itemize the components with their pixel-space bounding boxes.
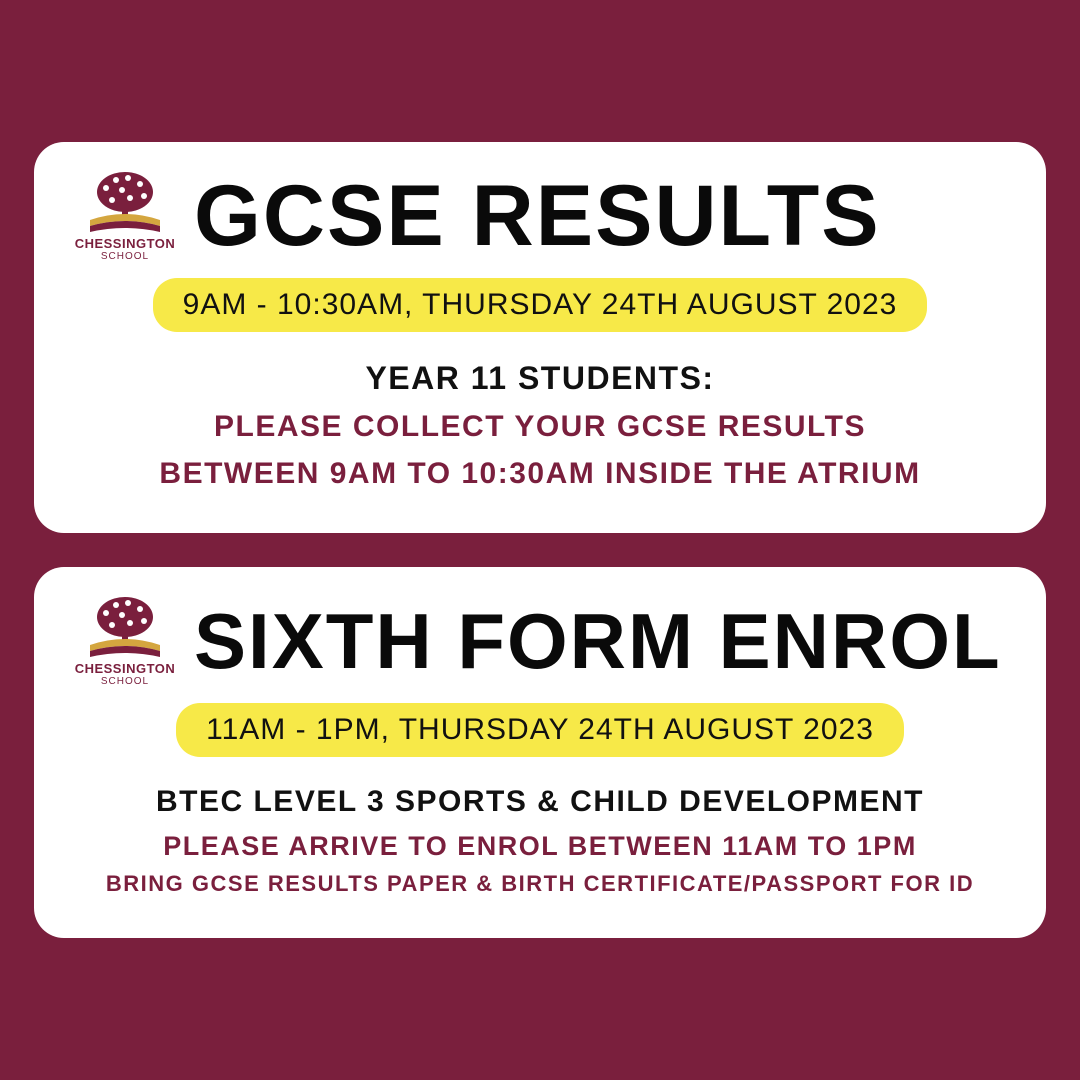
logo-name: CHESSINGTON bbox=[70, 661, 180, 676]
tree-logo-icon bbox=[86, 170, 164, 232]
info-line: PLEASE ARRIVE TO ENROL BETWEEN 11AM TO 1… bbox=[70, 826, 1010, 868]
card-header: CHESSINGTON SCHOOL SIXTH FORM ENROL bbox=[70, 595, 1010, 687]
info-line: BETWEEN 9AM TO 10:30AM INSIDE THE ATRIUM bbox=[70, 451, 1010, 498]
badge-row: 9AM - 10:30AM, THURSDAY 24TH AUGUST 2023 bbox=[70, 278, 1010, 332]
logo-name: CHESSINGTON bbox=[70, 236, 180, 251]
card-title: SIXTH FORM ENROL bbox=[194, 602, 1010, 680]
badge-row: 11AM - 1PM, THURSDAY 24TH AUGUST 2023 bbox=[70, 703, 1010, 757]
school-logo: CHESSINGTON SCHOOL bbox=[70, 595, 180, 687]
info-line: BTEC LEVEL 3 SPORTS & CHILD DEVELOPMENT bbox=[70, 779, 1010, 826]
card-title: GCSE RESULTS bbox=[194, 173, 1010, 259]
info-line: YEAR 11 STUDENTS: bbox=[70, 354, 1010, 404]
school-logo: CHESSINGTON SCHOOL bbox=[70, 170, 180, 262]
info-line: BRING GCSE RESULTS PAPER & BIRTH CERTIFI… bbox=[70, 867, 1010, 901]
logo-sub: SCHOOL bbox=[70, 676, 180, 687]
info-line: PLEASE COLLECT YOUR GCSE RESULTS bbox=[70, 404, 1010, 451]
datetime-badge: 9AM - 10:30AM, THURSDAY 24TH AUGUST 2023 bbox=[153, 278, 928, 332]
card-header: CHESSINGTON SCHOOL GCSE RESULTS bbox=[70, 170, 1010, 262]
sixth-form-card: CHESSINGTON SCHOOL SIXTH FORM ENROL 11AM… bbox=[34, 567, 1046, 937]
gcse-results-card: CHESSINGTON SCHOOL GCSE RESULTS 9AM - 10… bbox=[34, 142, 1046, 533]
datetime-badge: 11AM - 1PM, THURSDAY 24TH AUGUST 2023 bbox=[176, 703, 904, 757]
tree-logo-icon bbox=[86, 595, 164, 657]
logo-sub: SCHOOL bbox=[70, 251, 180, 262]
